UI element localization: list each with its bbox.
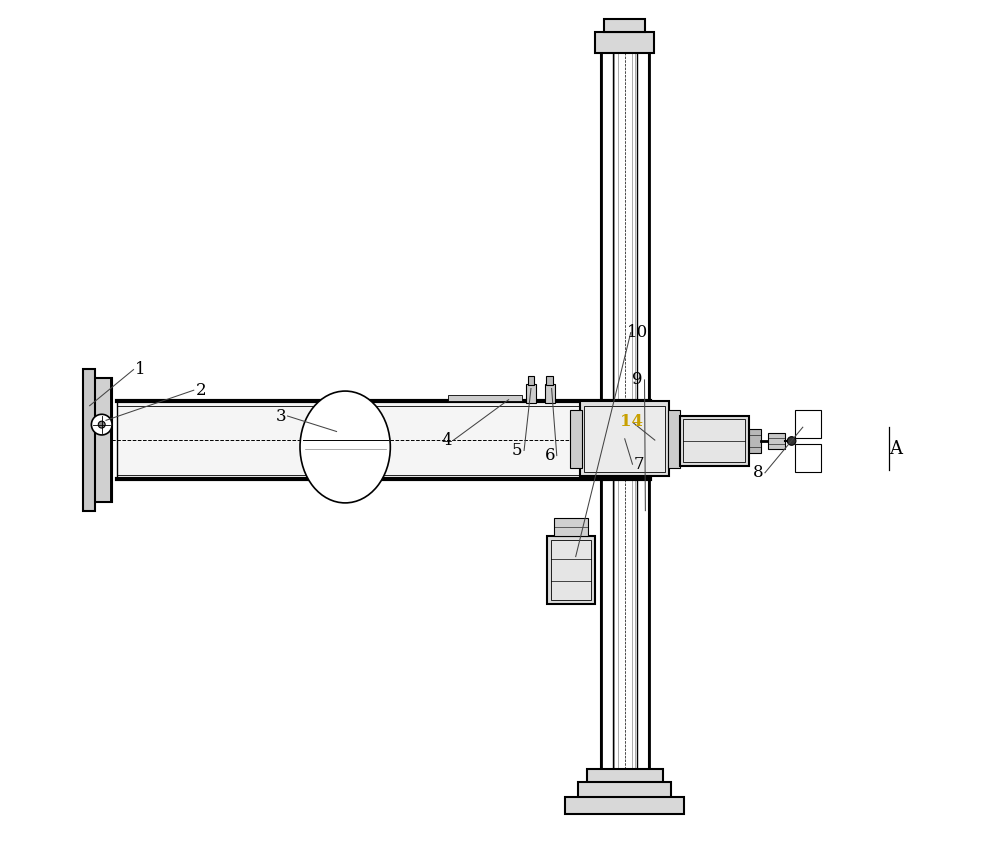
Text: 10: 10 [627, 324, 648, 341]
Bar [795, 444, 821, 472]
Bar [595, 32, 654, 53]
Bar [547, 537, 595, 603]
Bar [528, 376, 534, 385]
Ellipse shape [300, 391, 390, 503]
Bar [587, 769, 663, 784]
Text: 4: 4 [441, 432, 452, 449]
Text: 9: 9 [632, 371, 643, 388]
Bar [680, 416, 749, 466]
Text: 8: 8 [753, 464, 763, 482]
Bar [545, 384, 555, 403]
Bar [565, 797, 684, 815]
Bar [93, 378, 112, 502]
Bar [795, 410, 821, 438]
Text: 5: 5 [512, 442, 522, 459]
Text: 14: 14 [620, 413, 643, 430]
Bar [683, 419, 745, 463]
Bar [601, 35, 649, 780]
Text: 7: 7 [634, 456, 645, 473]
Bar [551, 540, 591, 600]
Circle shape [98, 421, 105, 428]
Bar [83, 369, 95, 511]
Bar [749, 429, 761, 453]
Circle shape [787, 437, 796, 445]
Bar [526, 384, 536, 403]
Bar [448, 395, 522, 401]
Bar [546, 376, 553, 385]
Text: 1: 1 [135, 361, 146, 378]
Text: 6: 6 [545, 447, 555, 464]
Bar [604, 19, 645, 32]
Bar [578, 782, 671, 799]
Text: 3: 3 [275, 407, 286, 425]
Bar [554, 518, 588, 537]
Bar [580, 401, 669, 476]
Text: 2: 2 [195, 381, 206, 399]
Text: A: A [889, 440, 902, 457]
Bar [768, 433, 785, 449]
Bar [668, 410, 680, 468]
Circle shape [91, 414, 112, 435]
Bar [570, 410, 582, 468]
Bar [117, 401, 650, 479]
Bar [584, 406, 665, 472]
